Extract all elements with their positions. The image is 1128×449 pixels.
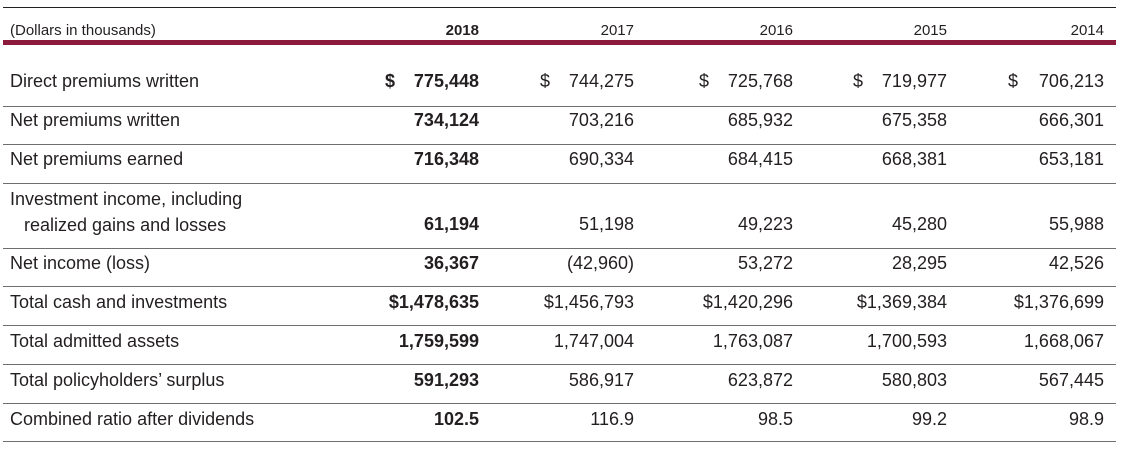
cell-2016: $1,420,296 (702, 292, 793, 312)
cell-2015: 675,358 (881, 110, 947, 130)
row-label: Total cash and investments (10, 292, 228, 312)
cell-2016: 685,932 (727, 110, 793, 130)
currency-symbol: $ (540, 71, 551, 91)
cell-2017: 690,334 (568, 149, 634, 169)
row-divider (3, 248, 1116, 249)
cell-2015: 28,295 (891, 253, 947, 273)
cell-2016: 98.5 (757, 409, 793, 429)
row-label: Investment income, including realized ga… (10, 186, 242, 238)
cell-2014: 666,301 (1038, 110, 1104, 130)
row-divider (3, 325, 1116, 326)
cell-2014: 653,181 (1038, 149, 1104, 169)
year-header-2017: 2017 (600, 22, 634, 39)
cell-2014: $1,376,699 (1013, 292, 1104, 312)
cell-2016: 1,763,087 (712, 331, 793, 351)
row-label: Net premiums written (10, 110, 181, 130)
row-label-line2: realized gains and losses (24, 215, 227, 235)
cell-2015: 580,803 (881, 370, 947, 390)
cell-2015: 99.2 (911, 409, 947, 429)
row-label: Total admitted assets (10, 331, 180, 351)
currency-symbol: $ (385, 71, 396, 91)
cell-2017: 703,216 (568, 110, 634, 130)
cell-2018: 734,124 (413, 110, 479, 130)
cell-2015: 719,977 (881, 71, 947, 91)
cell-2014: 1,668,067 (1023, 331, 1104, 351)
row-label: Net premiums earned (10, 149, 184, 169)
row-label: Combined ratio after dividends (10, 409, 255, 429)
cell-2015: 668,381 (881, 149, 947, 169)
cell-2017: 586,917 (568, 370, 634, 390)
cell-2017: 1,747,004 (553, 331, 634, 351)
row-divider (3, 441, 1116, 442)
cell-2014: 55,988 (1048, 214, 1104, 234)
cell-2015: 45,280 (891, 214, 947, 234)
cell-2014: 567,445 (1038, 370, 1104, 390)
row-divider (3, 286, 1116, 287)
cell-2016: 684,415 (727, 149, 793, 169)
year-header-2014: 2014 (1070, 22, 1104, 39)
row-label: Direct premiums written (10, 71, 200, 91)
row-divider (3, 403, 1116, 404)
cell-2016: 49,223 (737, 214, 793, 234)
cell-2018: 716,348 (413, 149, 479, 169)
units-label: (Dollars in thousands) (10, 22, 156, 39)
cell-2016: 623,872 (727, 370, 793, 390)
cell-2017: (42,960) (566, 253, 634, 273)
row-label: Total policyholders’ surplus (10, 370, 225, 390)
row-divider (3, 364, 1116, 365)
currency-symbol: $ (1008, 71, 1019, 91)
cell-2017: 116.9 (590, 409, 634, 429)
cell-2018: 61,194 (423, 214, 479, 234)
row-divider (3, 144, 1116, 145)
table-header-row: (Dollars in thousands) 2018 2017 2016 20… (0, 18, 1128, 42)
cell-2017: 744,275 (568, 71, 634, 91)
year-header-2015: 2015 (913, 22, 947, 39)
cell-2016: 725,768 (727, 71, 793, 91)
top-rule (3, 7, 1116, 8)
cell-2018: 102.5 (433, 409, 479, 429)
cell-2018: 591,293 (413, 370, 479, 390)
year-header-2016: 2016 (759, 22, 793, 39)
cell-2015: $1,369,384 (856, 292, 947, 312)
year-header-2018: 2018 (445, 22, 479, 39)
currency-symbol: $ (853, 71, 864, 91)
row-label: Net income (loss) (10, 253, 151, 273)
row-divider (3, 183, 1116, 184)
cell-2014: 706,213 (1038, 71, 1104, 91)
currency-symbol: $ (699, 71, 710, 91)
cell-2016: 53,272 (737, 253, 793, 273)
cell-2014: 98.9 (1068, 409, 1104, 429)
row-label-line1: Investment income, including (10, 189, 243, 209)
cell-2018: 36,367 (423, 253, 479, 273)
cell-2017: 51,198 (578, 214, 634, 234)
cell-2017: $1,456,793 (543, 292, 634, 312)
row-divider (3, 106, 1116, 107)
header-accent-rule (3, 40, 1116, 45)
cell-2015: 1,700,593 (866, 331, 947, 351)
cell-2018: 775,448 (413, 71, 479, 91)
cell-2018: $1,478,635 (388, 292, 479, 312)
cell-2018: 1,759,599 (398, 331, 479, 351)
cell-2014: 42,526 (1048, 253, 1104, 273)
